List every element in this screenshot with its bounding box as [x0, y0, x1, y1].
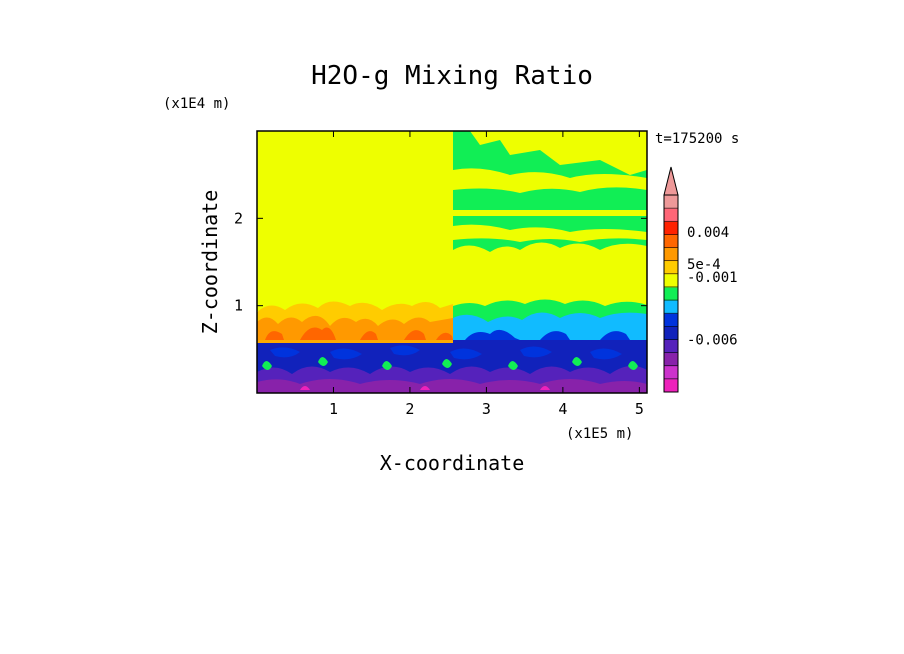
- chart-title: H2O-g Mixing Ratio: [311, 61, 593, 91]
- colorbar-swatch: [664, 339, 678, 354]
- colorbar-swatch: [664, 273, 678, 288]
- y-axis-label: Z-coordinate: [198, 190, 222, 335]
- colorbar-label: -0.006: [687, 332, 738, 348]
- colorbar-swatch: [664, 313, 678, 327]
- colorbar-swatch: [664, 195, 678, 209]
- x-tick-label: 3: [482, 400, 491, 418]
- timestamp-label: t=175200 s: [655, 131, 739, 147]
- colorbar-extend-arrow: [663, 166, 679, 196]
- colorbar-swatch: [664, 378, 678, 393]
- x-tick-label: 2: [405, 400, 414, 418]
- y-tick-label: 1: [234, 297, 243, 315]
- colorbar-swatch: [664, 208, 678, 222]
- x-tick-label: 1: [329, 400, 338, 418]
- colorbar-swatch: [664, 300, 678, 314]
- y-unit-label: (x1E4 m): [163, 96, 230, 112]
- colorbar-label: -0.001: [687, 270, 738, 286]
- colorbar-swatch: [664, 352, 678, 367]
- colorbar-swatch: [664, 221, 678, 235]
- right-side-details: [453, 131, 647, 340]
- plot-frame: [256, 130, 648, 394]
- y-tick-label: 2: [234, 209, 243, 227]
- colorbar-frame: [663, 194, 679, 393]
- x-axis: 1 2 3 4 5: [329, 131, 644, 418]
- region-upper-left: [257, 131, 453, 311]
- colorbar-swatch: [664, 247, 678, 262]
- x-unit-label: (x1E5 m): [566, 426, 633, 442]
- colorbar-swatch: [664, 326, 678, 340]
- colorbar-label: 0.004: [687, 225, 729, 241]
- colorbar-swatch: [664, 234, 678, 249]
- lower-blue-detail: [257, 345, 647, 393]
- colorbar-swatch: [664, 260, 678, 275]
- x-tick-label: 4: [558, 400, 567, 418]
- colorbar-swatch: [664, 286, 678, 301]
- colorbar-label: 5e-4: [687, 257, 721, 273]
- colorbar: 0.004 5e-4-0.001 -0.006: [663, 166, 738, 393]
- contour-field: [257, 131, 647, 393]
- x-tick-label: 5: [635, 400, 644, 418]
- region-orange-band: [257, 301, 453, 343]
- colorbar-swatch: [664, 365, 678, 380]
- x-axis-label: X-coordinate: [380, 451, 525, 475]
- y-axis: 12: [234, 209, 647, 315]
